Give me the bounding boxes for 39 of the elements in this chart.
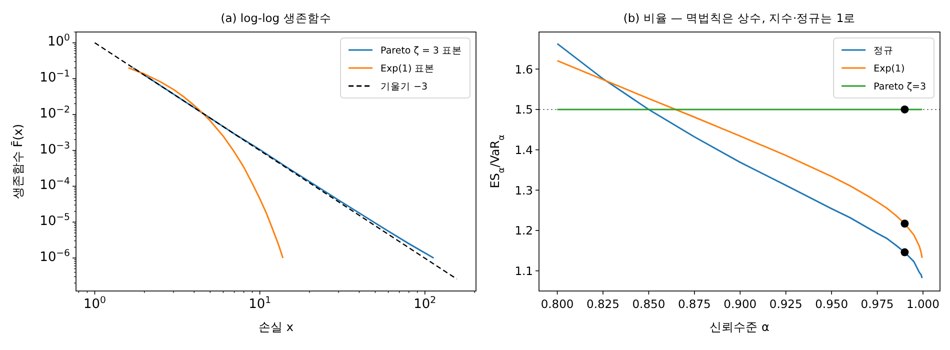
x-tick-label: 0.825	[586, 297, 620, 311]
y-tick-label: 1.6	[514, 62, 533, 76]
y-tick-label: 10$^{−4}$	[40, 176, 70, 194]
legend-label: Exp(1) 표본	[380, 64, 435, 74]
x-tick-label: 0.950	[815, 297, 848, 311]
y-tick-label: 1.4	[514, 143, 533, 157]
legend-label: 기울기 −3	[380, 82, 428, 92]
legend-label: Pareto ζ=3	[874, 82, 926, 92]
x-tick-label: 0.900	[724, 297, 757, 311]
x-axis-title: 신뢰수준 α	[710, 320, 770, 334]
y-tick-label: 1.3	[514, 183, 533, 198]
x-tick-label: 0.925	[769, 297, 802, 311]
x-tick-label: 0.800	[540, 297, 574, 311]
y-tick-label: 10$^{−1}$	[40, 68, 70, 86]
legend-label: 정규	[874, 46, 894, 56]
legend-label: Pareto ζ = 3 표본	[380, 46, 462, 56]
y-axis-title: 생존함수 F̄(x)	[10, 124, 25, 200]
x-tick-label: 10$^{0}$	[83, 294, 106, 312]
x-tick-label: 0.875	[678, 297, 711, 311]
legend-label: Exp(1)	[874, 64, 905, 74]
x-tick-label: 1.000	[906, 297, 940, 311]
point	[900, 105, 909, 114]
y-tick-label: 1.2	[514, 224, 533, 238]
chart-title: (b) 비율 — 멱법칙은 상수, 지수·정규는 1로	[623, 11, 856, 25]
point	[900, 248, 909, 256]
chart-title: (a) log-log 생존함수	[220, 11, 332, 25]
y-tick-label: 1.1	[514, 264, 533, 278]
y-tick-label: 10$^{−2}$	[40, 104, 70, 122]
x-tick-label: 0.975	[860, 297, 894, 311]
y-tick-label: 10$^{0}$	[48, 32, 70, 50]
x-tick-label: 0.850	[632, 297, 666, 311]
y-tick-label: 1.5	[514, 102, 533, 117]
x-tick-label: 10$^{2}$	[414, 294, 436, 312]
x-axis-title: 손실 x	[258, 320, 294, 334]
point	[900, 220, 909, 228]
x-tick-label: 10$^{1}$	[248, 294, 272, 312]
y-tick-label: 10$^{−5}$	[40, 212, 70, 230]
y-tick-label: 10$^{−6}$	[40, 247, 70, 265]
y-tick-label: 10$^{−3}$	[40, 140, 70, 158]
